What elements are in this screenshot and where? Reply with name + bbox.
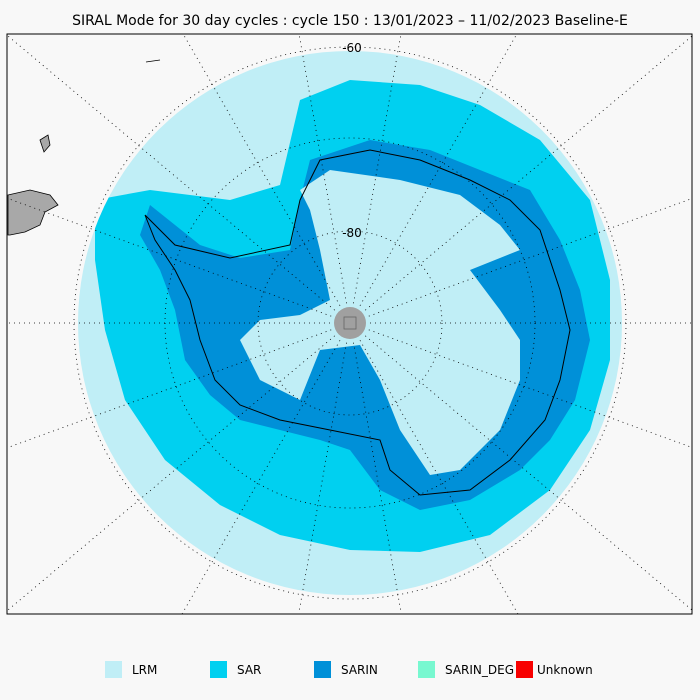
legend-label: Unknown bbox=[537, 662, 593, 677]
pole-marker bbox=[343, 316, 357, 330]
legend-swatch bbox=[314, 661, 331, 678]
legend-swatch bbox=[105, 661, 122, 678]
map-title: SIRAL Mode for 30 day cycles : cycle 150… bbox=[72, 13, 628, 29]
legend-item-unknown: Unknown bbox=[516, 661, 593, 678]
meridian-line bbox=[365, 35, 692, 311]
pole-hole bbox=[334, 307, 366, 339]
lrm-coverage-interior bbox=[240, 170, 520, 475]
meridian-line bbox=[298, 34, 347, 304]
map-frame bbox=[6, 33, 693, 615]
legend-swatch bbox=[418, 661, 435, 678]
island bbox=[145, 59, 161, 63]
meridian-line bbox=[298, 342, 347, 614]
legend-item-sarin-deg: SARIN_DEG bbox=[418, 661, 514, 678]
meridian-line bbox=[353, 34, 402, 304]
legend-item-sar: SAR bbox=[210, 661, 261, 678]
meridian-line bbox=[365, 335, 692, 611]
meridian-line bbox=[353, 342, 402, 614]
legend-label: SARIN_DEG bbox=[445, 662, 515, 677]
legend-item-lrm: LRM bbox=[105, 661, 157, 678]
island bbox=[39, 134, 51, 153]
antarctica-coastline bbox=[144, 149, 571, 496]
legend-swatch bbox=[210, 661, 227, 678]
lat-label-60: -60 bbox=[342, 41, 362, 55]
legend-label: SAR bbox=[237, 662, 262, 677]
legend-item-sarin: SARIN bbox=[314, 661, 378, 678]
legend-label: LRM bbox=[132, 662, 158, 677]
graticule bbox=[7, 34, 692, 614]
south-america-land bbox=[7, 189, 59, 236]
legend-label: SARIN bbox=[341, 662, 378, 677]
latitude-circle bbox=[257, 230, 443, 416]
legend-swatch bbox=[516, 661, 533, 678]
lat-label-80: -80 bbox=[342, 226, 362, 240]
